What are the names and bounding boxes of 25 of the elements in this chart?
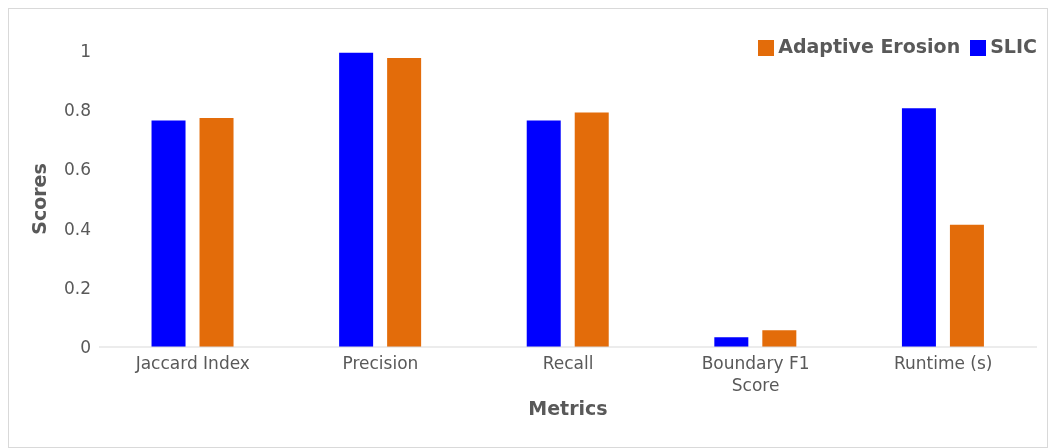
x-tick-label: Precision xyxy=(342,353,419,373)
bar xyxy=(574,112,609,347)
legend-label: SLIC xyxy=(990,35,1037,57)
y-tick-label: 0.4 xyxy=(63,218,91,239)
x-axis-title: Metrics xyxy=(528,397,608,419)
bar xyxy=(949,224,984,347)
bar xyxy=(714,337,749,347)
bar xyxy=(339,52,374,347)
y-tick-label: 0.6 xyxy=(63,159,91,180)
x-tick-label: Boundary F1 Score xyxy=(701,353,810,395)
legend-label: Adaptive Erosion xyxy=(778,35,961,57)
x-tick-label: Recall xyxy=(542,353,594,373)
bar xyxy=(901,108,936,347)
x-tick-label: Jaccard Index xyxy=(134,353,250,373)
y-tick-label: 1 xyxy=(80,41,91,62)
y-tick-label: 0.8 xyxy=(63,100,91,121)
y-tick-label: 0 xyxy=(80,337,91,358)
bar xyxy=(387,58,422,347)
y-tick-label: 0.2 xyxy=(63,277,91,298)
bar xyxy=(526,120,561,347)
bar xyxy=(199,117,234,347)
bar xyxy=(151,120,186,347)
x-tick-label: Runtime (s) xyxy=(893,353,993,373)
bar xyxy=(762,330,797,347)
y-axis-title: Scores xyxy=(27,163,50,235)
